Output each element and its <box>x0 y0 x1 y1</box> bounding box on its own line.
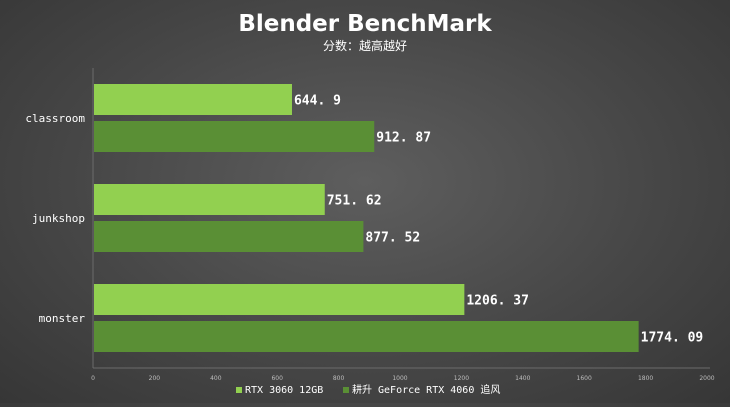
legend: RTX 3060 12GB 耕升 GeForce RTX 4060 追风 <box>236 383 500 396</box>
legend-label-series-1: RTX 3060 12GB <box>245 385 323 396</box>
bar-junkshop-series-1 <box>94 184 325 215</box>
x-tick-label-400: 400 <box>210 375 222 382</box>
labels-layer: classroom 644. 9 912. 87 junkshop 751. 62 877… <box>25 94 703 346</box>
x-tick-label-200: 200 <box>149 375 161 382</box>
bar-monster-series-2 <box>94 321 639 352</box>
bars-layer <box>94 84 639 352</box>
legend-label-series-2: 耕升 GeForce RTX 4060 追风 <box>352 383 500 396</box>
value-label-monster-series-2: 1774. 09 <box>641 331 704 346</box>
x-tick-label-600: 600 <box>271 375 283 382</box>
bar-classroom-series-1 <box>94 84 292 115</box>
chart-title: Blender BenchMark <box>238 11 492 37</box>
category-label-junkshop: junkshop <box>32 212 85 225</box>
x-tick-label-1600: 1600 <box>577 375 592 382</box>
value-label-junkshop-series-1: 751. 62 <box>327 194 382 209</box>
x-tick-label-2000: 2000 <box>699 375 714 382</box>
value-label-junkshop-series-2: 877. 52 <box>365 231 420 246</box>
x-tick-label-1800: 1800 <box>638 375 653 382</box>
legend-swatch-series-1 <box>236 387 242 393</box>
value-label-monster-series-1: 1206. 37 <box>466 294 529 309</box>
legend-swatch-series-2 <box>343 387 349 393</box>
x-tick-label-0: 0 <box>91 375 95 382</box>
value-label-classroom-series-1: 644. 9 <box>294 94 341 109</box>
bar-classroom-series-2 <box>94 121 375 152</box>
bar-junkshop-series-2 <box>94 221 364 252</box>
x-tick-label-1400: 1400 <box>515 375 530 382</box>
x-tick-label-800: 800 <box>333 375 345 382</box>
category-label-monster: monster <box>39 312 86 325</box>
x-tick-label-1000: 1000 <box>392 375 407 382</box>
x-tick-label-1200: 1200 <box>454 375 469 382</box>
category-label-classroom: classroom <box>25 112 85 125</box>
bar-monster-series-1 <box>94 284 465 315</box>
chart-subtitle: 分数：越高越好 <box>323 38 407 53</box>
value-label-classroom-series-2: 912. 87 <box>376 131 431 146</box>
x-tick-labels: 0 200 400 600 800 1000 1200 1400 1600 1800 2000 <box>91 375 715 382</box>
